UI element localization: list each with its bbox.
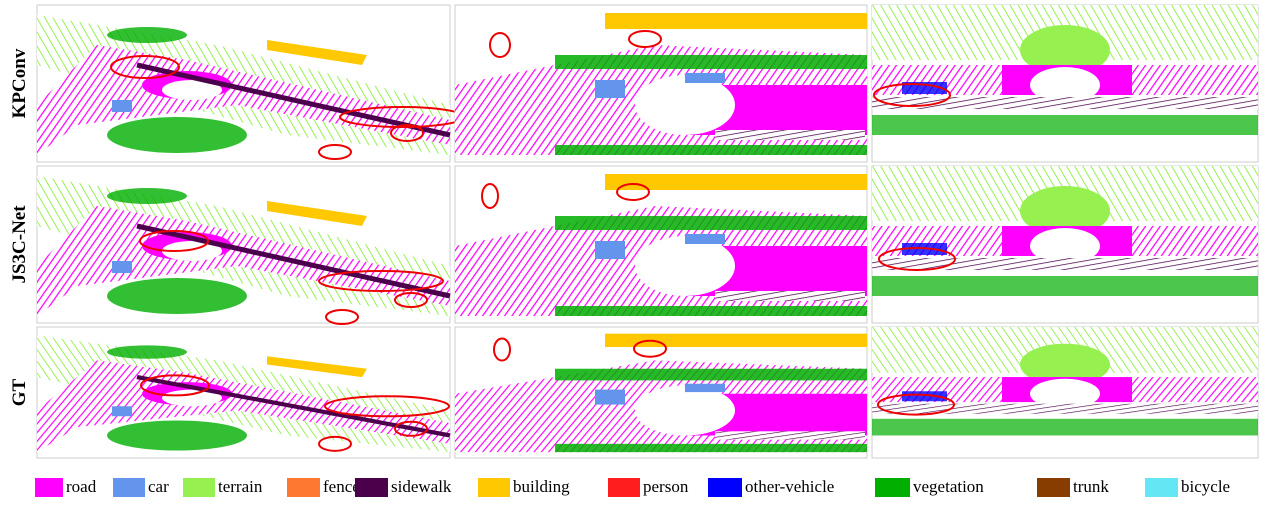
vegetation-region [107, 278, 247, 314]
legend-label: fence [323, 477, 360, 496]
figure: KPConv JS3C-Net GT road car terrain fence sidew… [0, 0, 1262, 519]
ego-hole [635, 236, 735, 296]
ego-hole [635, 75, 735, 135]
legend-label: vegetation [913, 477, 984, 496]
building-region [605, 13, 867, 29]
scene [872, 166, 1258, 296]
vegetation-region [107, 345, 187, 358]
car [595, 390, 625, 405]
car [685, 384, 725, 392]
vegetation-region [872, 419, 1258, 436]
vegetation-region [107, 188, 187, 204]
building-region [605, 174, 867, 190]
legend-swatch [183, 478, 215, 497]
panel-image [872, 166, 1258, 323]
vegetation-region [107, 27, 187, 43]
car [685, 234, 725, 244]
legend-swatch [113, 478, 145, 497]
panel-image [37, 327, 450, 458]
legend-swatch [1037, 478, 1070, 497]
legend-label: bicycle [1181, 477, 1230, 496]
panel-image [872, 327, 1258, 458]
legend-swatch [1145, 478, 1178, 497]
legend-label: other-vehicle [745, 477, 834, 496]
panel-image [455, 327, 867, 458]
scene [872, 327, 1258, 435]
vegetation-region [872, 115, 1258, 135]
car [112, 261, 132, 273]
ego-hole [635, 385, 735, 435]
vegetation-region [555, 369, 867, 381]
vegetation-region [555, 444, 867, 452]
sidewalk-region [872, 404, 1258, 414]
sidewalk-region [872, 97, 1258, 109]
legend-label: sidewalk [391, 477, 452, 496]
row-label: JS3C-Net [9, 205, 30, 284]
vegetation-region [555, 55, 867, 69]
car [595, 80, 625, 98]
legend-swatch [478, 478, 510, 497]
legend-swatch [355, 478, 388, 497]
legend-swatch [708, 478, 742, 497]
sidewalk-region [872, 258, 1258, 270]
car [112, 406, 132, 416]
legend-label: road [66, 477, 97, 496]
row-label: GT [9, 378, 30, 406]
car [112, 100, 132, 112]
legend-label: terrain [218, 477, 263, 496]
vegetation-region [107, 117, 247, 153]
panel-image [455, 166, 867, 323]
vegetation-region [555, 306, 867, 316]
panel-image [37, 5, 464, 162]
sidewalk-region [715, 291, 865, 301]
vegetation-region [555, 216, 867, 230]
vegetation-region [107, 420, 247, 450]
sidewalk-region [715, 431, 865, 439]
legend-label: person [643, 477, 689, 496]
row-label: KPConv [9, 48, 30, 118]
legend-swatch [35, 478, 63, 497]
vegetation-region [555, 145, 867, 155]
legend-swatch [875, 478, 910, 497]
car [595, 241, 625, 259]
legend-swatch [608, 478, 640, 497]
legend-label: car [148, 477, 169, 496]
panel-image [37, 166, 450, 324]
legend-label: building [513, 477, 570, 496]
legend-swatch [287, 478, 320, 497]
panel-image [872, 5, 1258, 162]
scene [872, 5, 1258, 135]
car [685, 73, 725, 83]
panel-image [455, 5, 867, 162]
sidewalk-region [715, 130, 865, 140]
vegetation-region [872, 276, 1258, 296]
legend-label: trunk [1073, 477, 1109, 496]
